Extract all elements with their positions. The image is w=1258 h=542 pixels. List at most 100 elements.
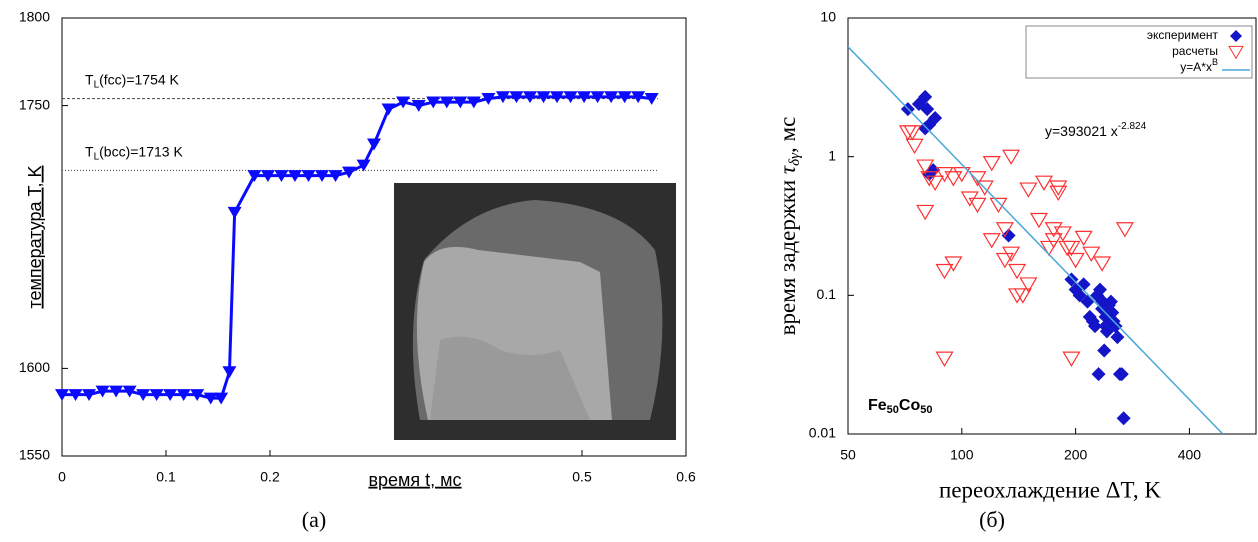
data-point — [122, 385, 137, 398]
y-tick-label: 1750 — [19, 96, 50, 112]
data-point — [920, 171, 939, 187]
data-point — [1091, 367, 1106, 382]
data-point — [523, 91, 537, 104]
data-point — [916, 159, 935, 175]
data-point — [495, 91, 510, 104]
data-point — [1053, 226, 1072, 242]
data-point — [163, 389, 178, 401]
text-part: L — [94, 151, 100, 162]
data-point — [1044, 233, 1063, 249]
y-axis-title: время задержки τδγ, мс — [775, 117, 803, 336]
data-point — [631, 91, 646, 104]
data-point — [1115, 222, 1134, 238]
data-point — [935, 263, 954, 280]
data-point — [1002, 246, 1021, 262]
data-point — [109, 385, 124, 398]
data-point — [1074, 230, 1093, 247]
text-part: Fe — [868, 397, 887, 414]
data-point — [1049, 180, 1068, 196]
data-point — [509, 91, 524, 104]
data-point — [952, 166, 971, 183]
data-point — [367, 138, 381, 151]
data-point — [995, 252, 1014, 269]
data-point — [604, 91, 619, 104]
inset-photo — [394, 183, 676, 440]
data-point — [149, 389, 164, 401]
data-point — [982, 156, 1001, 172]
panel-label: (а) — [302, 507, 326, 532]
legend-symbol — [1230, 30, 1242, 42]
data-point — [1114, 367, 1129, 382]
data-point — [356, 159, 371, 172]
data-point — [905, 138, 924, 155]
fit-line — [848, 46, 1224, 434]
annotation: TL(fcc)=1754 K — [85, 71, 180, 90]
y-tick-label: 10 — [820, 9, 836, 25]
data-point — [928, 111, 943, 126]
data-point — [1019, 182, 1038, 198]
data-point — [935, 351, 954, 367]
data-point — [1087, 319, 1102, 334]
data-point — [1093, 256, 1112, 272]
y-tick-label: 1 — [828, 147, 836, 163]
y-tick-label: 0.01 — [809, 425, 836, 441]
data-point — [918, 121, 933, 136]
data-point — [315, 170, 329, 182]
data-point — [1049, 185, 1068, 202]
data-point — [1001, 228, 1016, 243]
data-point — [287, 170, 302, 182]
text-part: 50 — [920, 404, 932, 416]
text-part: y=393021 x — [1045, 123, 1118, 139]
data-point — [644, 92, 659, 105]
data-point — [1008, 288, 1027, 304]
text-part: (bcc)=1713 K — [99, 143, 183, 159]
data-point — [260, 170, 275, 182]
x-tick-label: 0.6 — [676, 469, 696, 485]
data-point — [1072, 288, 1087, 303]
data-point — [426, 96, 441, 109]
x-axis-title: переохлаждение ΔT, K — [939, 477, 1161, 502]
data-point — [203, 392, 218, 405]
data-point — [926, 175, 945, 191]
data-point — [95, 385, 110, 398]
data-point — [411, 100, 426, 112]
x-tick-label: 50 — [840, 447, 856, 463]
y-tick-label: 1600 — [19, 359, 50, 375]
data-point — [328, 170, 343, 182]
y-tick-label: 1550 — [19, 447, 50, 463]
data-point — [1062, 351, 1081, 367]
x-tick-label: 0.5 — [572, 469, 592, 485]
data-point — [1082, 246, 1101, 262]
data-point — [1039, 240, 1058, 257]
fit-equation: y=393021 x-2.824 — [1045, 121, 1147, 139]
data-point — [481, 92, 496, 105]
x-tick-label: 200 — [1064, 447, 1088, 463]
text-part: Co — [899, 397, 921, 414]
text-part: δγ — [787, 152, 803, 166]
data-point — [536, 91, 551, 104]
data-point — [227, 206, 242, 219]
text-part: -2.824 — [1118, 121, 1147, 132]
plot-frame — [847, 17, 1257, 435]
data-point — [453, 96, 468, 109]
text-part: τ — [775, 165, 800, 174]
legend-label: y=A*xB — [1180, 57, 1218, 74]
data-point — [68, 389, 83, 401]
text-part: время задержки — [775, 174, 800, 335]
data-point — [1044, 222, 1063, 238]
data-point — [1108, 319, 1123, 334]
data-point — [247, 170, 262, 182]
data-point — [982, 233, 1001, 249]
data-point — [563, 91, 578, 104]
text-part: 50 — [887, 404, 899, 416]
legend-label: расчеты — [1172, 44, 1218, 58]
data-point — [590, 91, 605, 104]
data-point — [935, 166, 954, 183]
y-tick-label: 0.1 — [817, 286, 837, 302]
data-point — [920, 102, 935, 117]
data-point — [989, 197, 1008, 214]
legend-label: эксперимент — [1147, 28, 1219, 42]
text-part: T — [85, 71, 94, 87]
x-tick-label: 400 — [1178, 447, 1202, 463]
